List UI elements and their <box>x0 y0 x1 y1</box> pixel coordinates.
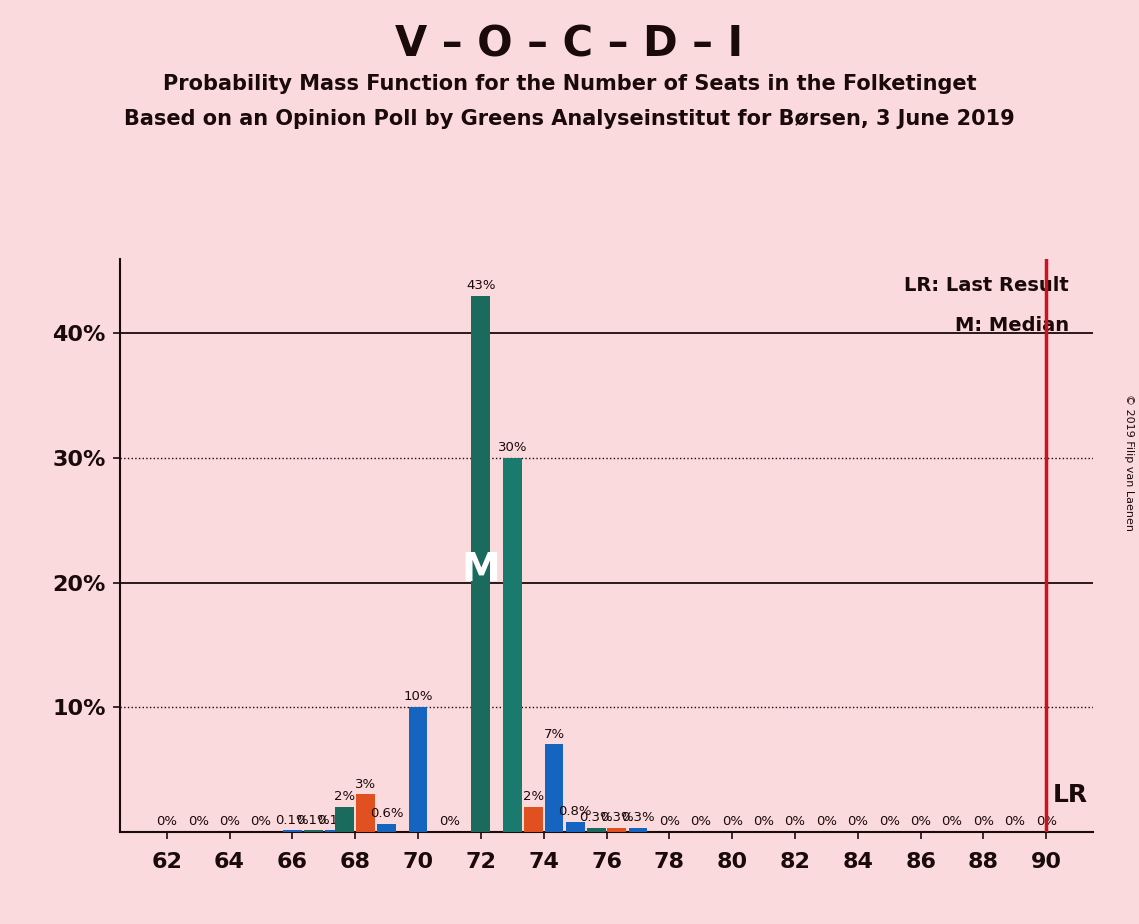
Bar <box>502 458 522 832</box>
Bar <box>357 795 375 832</box>
Text: M: Median: M: Median <box>954 316 1070 335</box>
Bar <box>566 821 584 832</box>
Text: 0%: 0% <box>188 816 208 829</box>
Text: Probability Mass Function for the Number of Seats in the Folketinget: Probability Mass Function for the Number… <box>163 74 976 94</box>
Bar <box>282 831 302 832</box>
Text: 2%: 2% <box>334 790 355 803</box>
Bar <box>335 807 354 832</box>
Text: 0%: 0% <box>439 816 460 829</box>
Text: 0%: 0% <box>847 816 868 829</box>
Text: 0%: 0% <box>156 816 178 829</box>
Text: 0%: 0% <box>1035 816 1057 829</box>
Text: 10%: 10% <box>403 690 433 703</box>
Bar <box>524 807 543 832</box>
Bar <box>607 828 626 832</box>
Text: 3%: 3% <box>355 777 376 791</box>
Text: 0%: 0% <box>973 816 994 829</box>
Text: 0%: 0% <box>1005 816 1025 829</box>
Bar <box>544 745 564 832</box>
Text: V – O – C – D – I: V – O – C – D – I <box>395 23 744 65</box>
Text: 0%: 0% <box>722 816 743 829</box>
Text: 0%: 0% <box>690 816 711 829</box>
Text: 0.6%: 0.6% <box>370 808 403 821</box>
Text: 0%: 0% <box>658 816 680 829</box>
Text: 0%: 0% <box>219 816 240 829</box>
Text: 0.3%: 0.3% <box>600 811 633 824</box>
Bar <box>629 828 647 832</box>
Bar <box>325 831 344 832</box>
Text: 0.1%: 0.1% <box>296 814 330 827</box>
Text: 0%: 0% <box>942 816 962 829</box>
Text: 0.1%: 0.1% <box>276 814 309 827</box>
Text: 0%: 0% <box>785 816 805 829</box>
Text: 0.8%: 0.8% <box>558 805 592 818</box>
Text: 0%: 0% <box>753 816 775 829</box>
Text: © 2019 Filip van Laenen: © 2019 Filip van Laenen <box>1124 394 1134 530</box>
Text: 0.3%: 0.3% <box>580 811 613 824</box>
Text: LR: Last Result: LR: Last Result <box>904 276 1070 295</box>
Text: M: M <box>461 551 500 590</box>
Text: Based on an Opinion Poll by Greens Analyseinstitut for Børsen, 3 June 2019: Based on an Opinion Poll by Greens Analy… <box>124 109 1015 129</box>
Bar <box>472 296 490 832</box>
Text: 43%: 43% <box>466 279 495 292</box>
Text: 0.3%: 0.3% <box>621 811 655 824</box>
Text: 0%: 0% <box>910 816 932 829</box>
Text: 30%: 30% <box>498 442 527 455</box>
Text: 0%: 0% <box>816 816 837 829</box>
Bar <box>587 828 606 832</box>
Text: LR: LR <box>1052 783 1088 807</box>
Bar <box>304 831 322 832</box>
Bar <box>377 824 396 832</box>
Text: 0%: 0% <box>879 816 900 829</box>
Text: 0%: 0% <box>251 816 271 829</box>
Bar <box>409 707 427 832</box>
Text: 0.1%: 0.1% <box>318 814 351 827</box>
Text: 7%: 7% <box>543 728 565 741</box>
Text: 2%: 2% <box>523 790 544 803</box>
